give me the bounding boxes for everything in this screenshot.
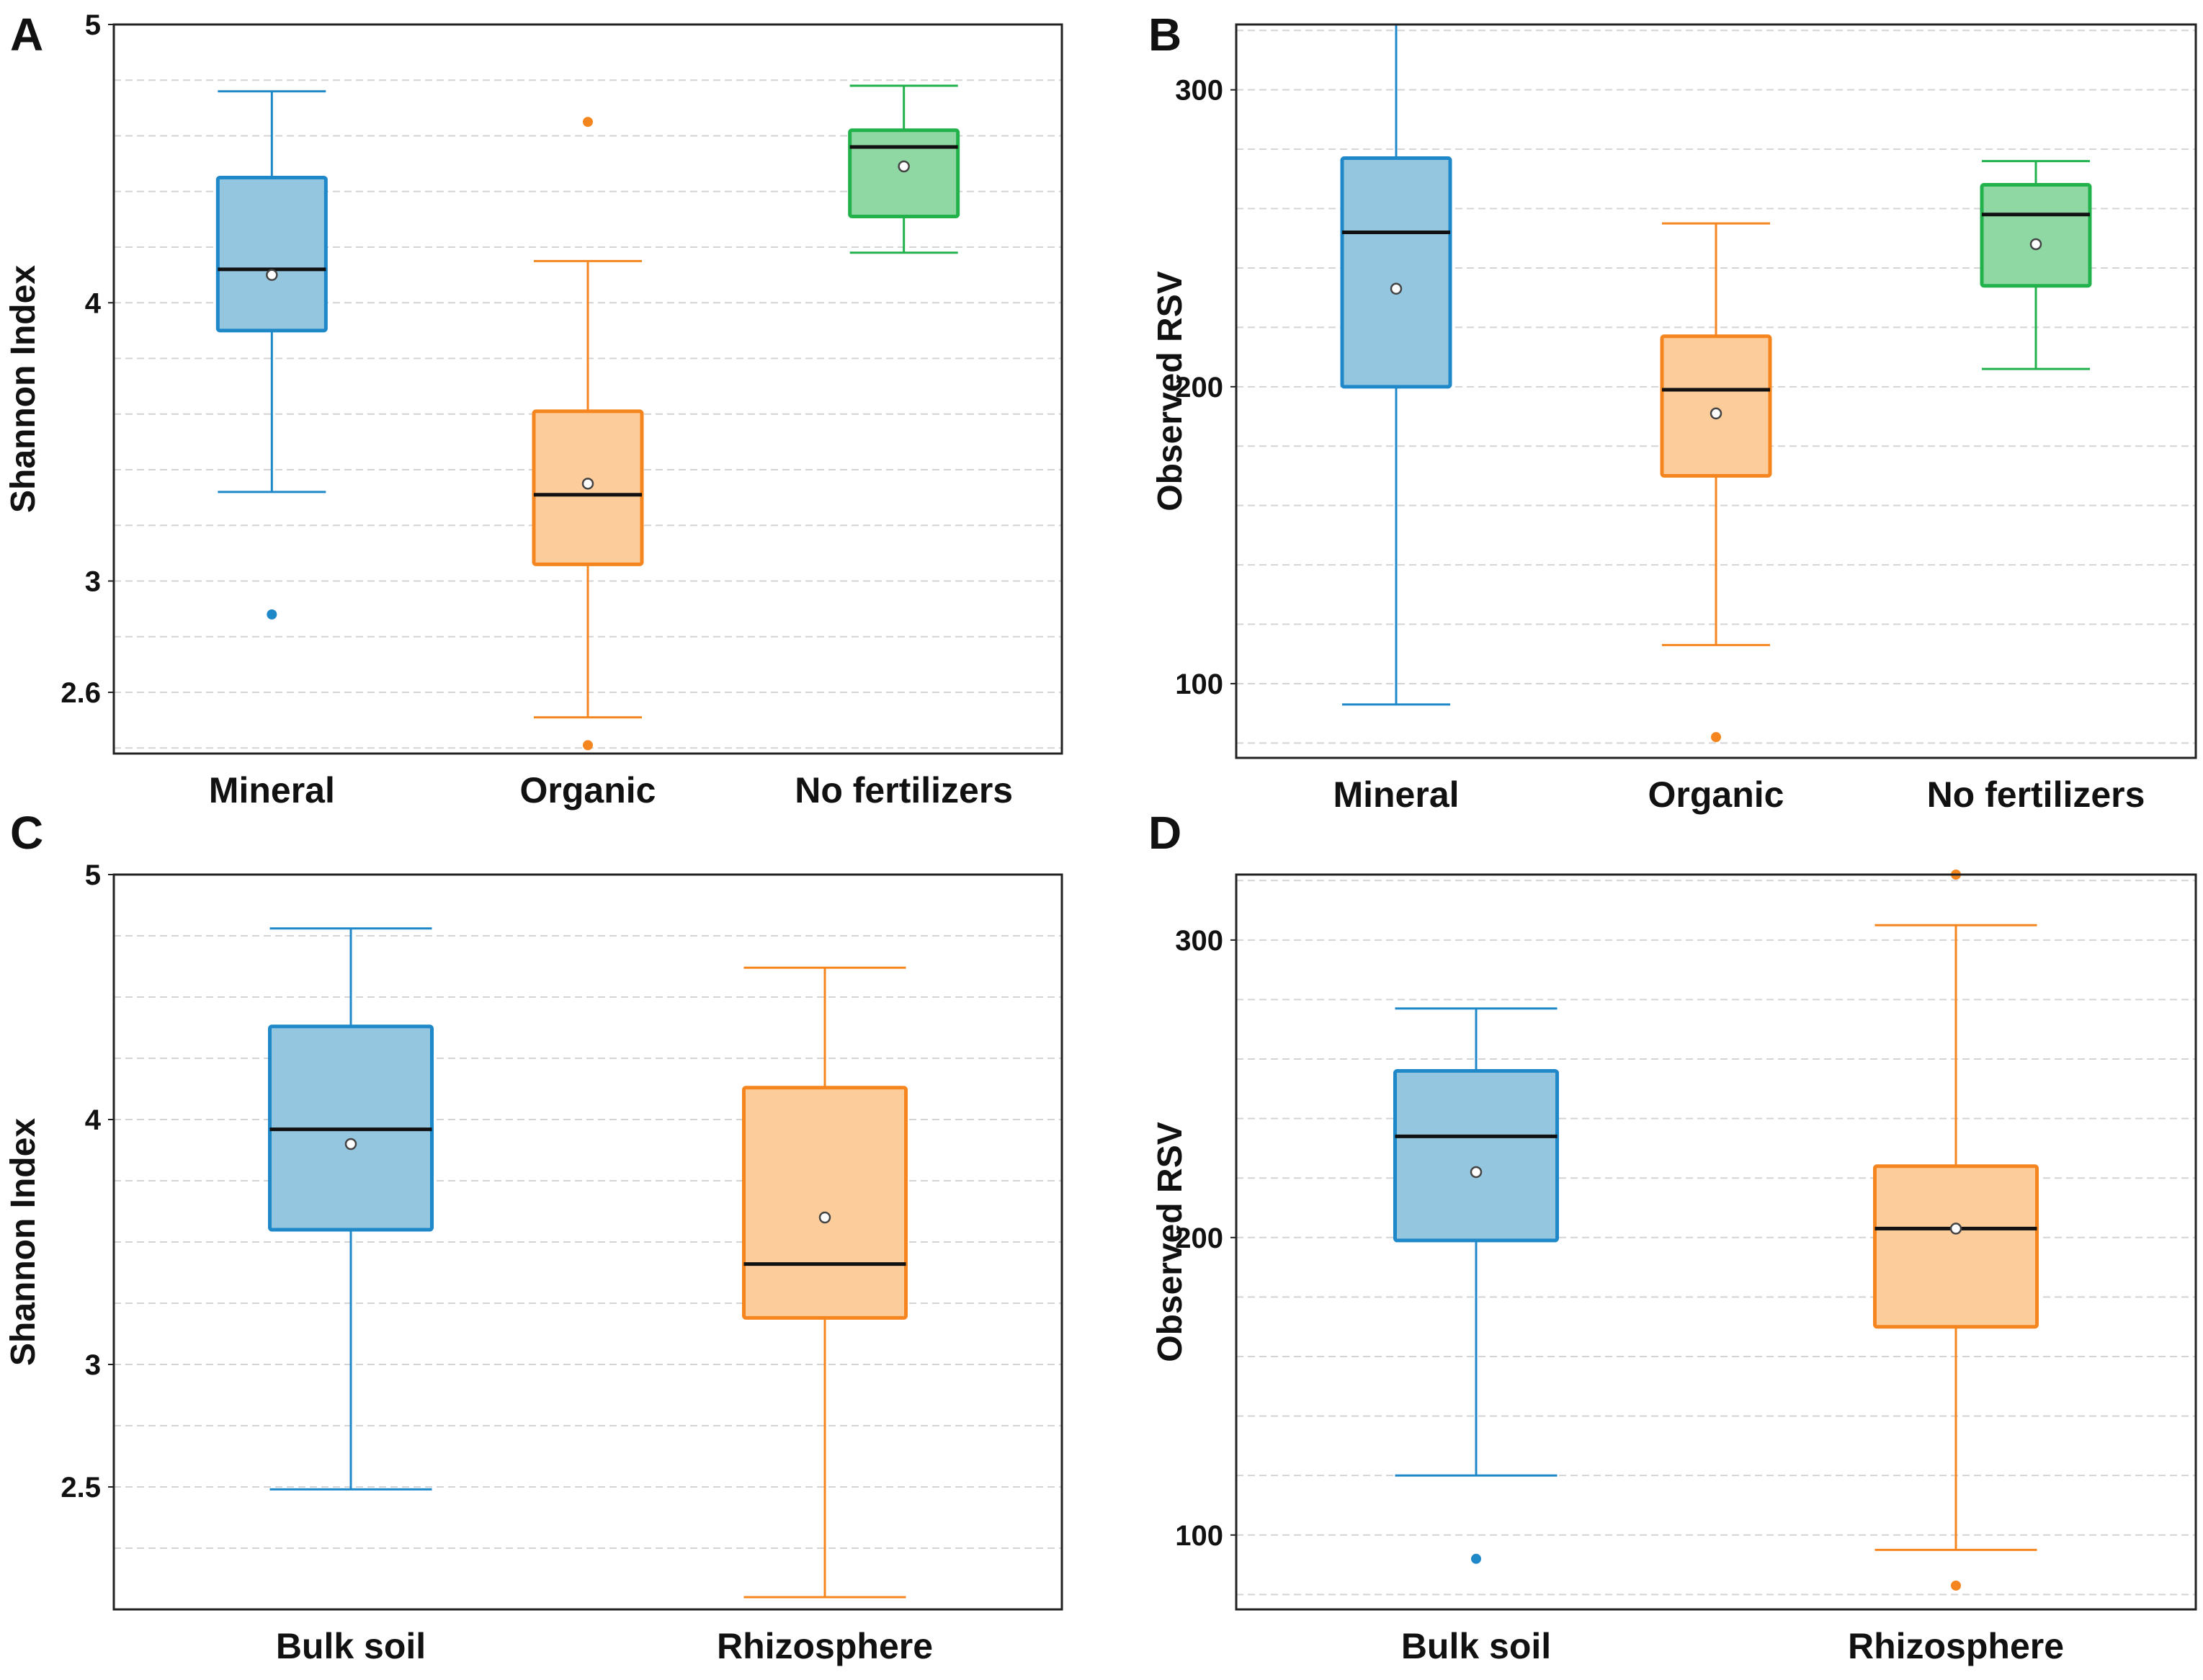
mean-marker <box>266 269 278 281</box>
panel-letter: C <box>10 807 43 859</box>
iqr-box <box>848 128 960 219</box>
x-tick-label: No fertilizers <box>795 770 1013 810</box>
box-1 <box>1393 1007 1559 1564</box>
mean-marker <box>1710 407 1722 420</box>
y-tick-label: 4 <box>85 287 102 319</box>
outlier-point <box>583 740 593 751</box>
box-3 <box>848 84 960 254</box>
y-axis-title: Observed RSV <box>1151 271 1189 511</box>
y-tick-label: 2.6 <box>61 677 101 709</box>
iqr-box <box>1660 334 1772 478</box>
iqr-box <box>1873 1164 2039 1329</box>
iqr-box <box>1393 1069 1559 1243</box>
y-tick-label: 100 <box>1175 1520 1223 1552</box>
y-tick-label: 5 <box>85 859 101 891</box>
iqr-box <box>215 175 328 333</box>
mean-marker <box>818 1211 831 1224</box>
mean-marker <box>1390 282 1403 295</box>
mean-marker <box>581 478 594 490</box>
box-2 <box>1660 222 1772 743</box>
x-tick-label: Rhizosphere <box>1848 1626 2064 1666</box>
mean-marker <box>1949 1223 1962 1235</box>
outlier-point <box>1711 732 1721 743</box>
y-tick-label: 300 <box>1175 75 1223 107</box>
iqr-box <box>1340 156 1452 389</box>
panel-letter: A <box>10 9 43 61</box>
y-tick-label: 3 <box>85 1349 101 1381</box>
y-axis-title: Observed RSV <box>1151 1122 1189 1362</box>
y-tick-label: 200 <box>1175 1223 1223 1254</box>
box-2 <box>742 966 908 1599</box>
mean-marker <box>344 1138 357 1150</box>
y-tick-label: 4 <box>85 1104 102 1136</box>
y-tick-label: 5 <box>85 9 101 41</box>
x-tick-label: Bulk soil <box>276 1626 426 1666</box>
y-axis-title: Shannon Index <box>4 265 43 513</box>
panel-letter: B <box>1148 9 1181 61</box>
iqr-box <box>742 1086 908 1320</box>
x-tick-label: Organic <box>1648 774 1784 815</box>
outlier-point <box>267 609 277 620</box>
x-tick-label: Mineral <box>1333 774 1459 815</box>
iqr-box <box>1980 183 2092 288</box>
y-tick-label: 100 <box>1175 669 1223 700</box>
plot-frame <box>1235 873 2197 1611</box>
box-1 <box>215 90 328 620</box>
box-1 <box>268 927 434 1491</box>
mean-marker <box>2029 238 2042 251</box>
panel-a: A 2.6 3 4 5 Shannon Index Mineral Organic No fer… <box>4 9 1063 810</box>
box-1 <box>1340 23 1452 706</box>
y-tick-label: 3 <box>85 566 101 598</box>
box-3 <box>1980 160 2092 370</box>
panel-letter: D <box>1148 807 1181 859</box>
panel-d: D 100 200 300 Observed RSV Bulk soil Rhizosphe… <box>1148 807 2197 1666</box>
mean-marker <box>1470 1166 1483 1179</box>
outlier-point <box>1471 1553 1481 1564</box>
y-tick-label: 2.5 <box>61 1472 101 1503</box>
outlier-point <box>583 117 593 128</box>
box-2 <box>1873 870 2039 1591</box>
x-tick-label: Mineral <box>209 770 335 810</box>
x-tick-label: Bulk soil <box>1401 1626 1551 1666</box>
box-2 <box>532 117 644 751</box>
y-axis-title: Shannon Index <box>4 1118 43 1366</box>
plot-frame <box>112 23 1063 755</box>
panel-c: C 2.5 3 4 5 Shannon Index Bulk soil Rhizosphere <box>4 807 1063 1666</box>
y-tick-label: 300 <box>1175 925 1223 957</box>
x-tick-label: No fertilizers <box>1927 774 2145 815</box>
mean-marker <box>898 160 910 173</box>
x-tick-label: Rhizosphere <box>717 1626 933 1666</box>
plot-frame <box>1235 23 2197 759</box>
y-tick-label: 200 <box>1175 372 1223 403</box>
panel-b: B 100 200 300 Observed RSV Mineral Organic No f… <box>1148 9 2197 815</box>
x-tick-label: Organic <box>520 770 656 810</box>
outlier-point <box>1951 1580 1961 1591</box>
plot-frame <box>112 873 1063 1611</box>
